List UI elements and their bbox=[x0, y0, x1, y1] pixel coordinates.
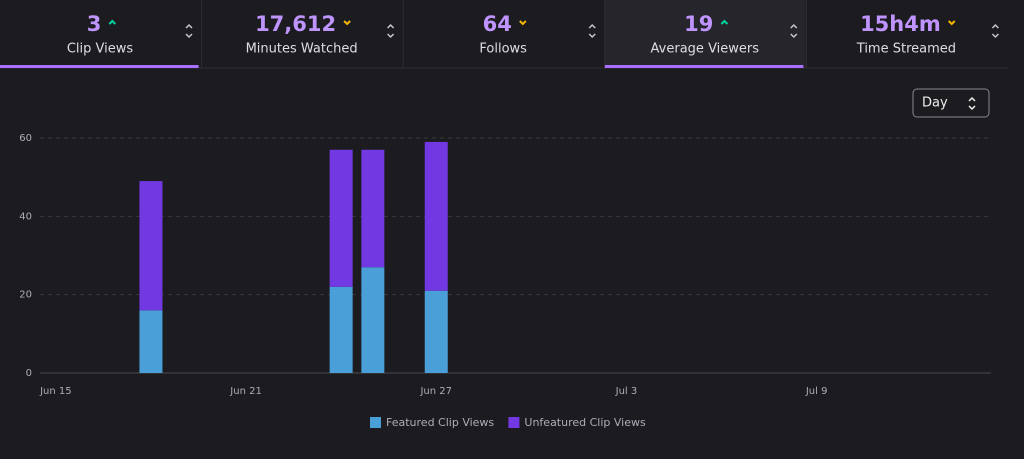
tab[interactable] bbox=[604, 0, 806, 68]
legend-label: Featured Clip Views bbox=[386, 416, 494, 429]
sort-icon bbox=[588, 23, 596, 39]
y-tick-label: 0 bbox=[26, 368, 32, 379]
tab[interactable] bbox=[806, 0, 1007, 68]
legend-swatch bbox=[370, 417, 381, 428]
sort-icon bbox=[387, 23, 395, 39]
trend-icon bbox=[720, 19, 729, 25]
y-tick-label: 60 bbox=[19, 133, 32, 144]
tab-value: 64 bbox=[483, 12, 512, 36]
bar-segment bbox=[139, 310, 163, 373]
y-tick-label: 20 bbox=[19, 290, 32, 301]
tab-underline bbox=[0, 65, 199, 68]
tab-value: 15h4m bbox=[860, 12, 941, 36]
tab-label: Average Viewers bbox=[651, 42, 760, 57]
tab[interactable] bbox=[0, 0, 201, 68]
tab-label: Follows bbox=[479, 42, 527, 57]
legend-label: Unfeatured Clip Views bbox=[524, 416, 646, 429]
y-tick-label: 40 bbox=[19, 211, 32, 222]
bar-segment bbox=[361, 149, 385, 268]
bar-segment bbox=[361, 267, 385, 373]
bar-segment bbox=[424, 290, 448, 373]
x-tick-label: Jun 21 bbox=[229, 386, 262, 397]
tab-label: Minutes Watched bbox=[246, 42, 358, 57]
tab-label: Time Streamed bbox=[856, 42, 956, 57]
sort-icon bbox=[185, 23, 193, 39]
tab-value: 17,612 bbox=[255, 12, 336, 36]
bar-segment bbox=[424, 141, 448, 291]
legend-swatch bbox=[508, 417, 520, 428]
sort-icon bbox=[790, 23, 798, 39]
tab-value: 19 bbox=[684, 12, 713, 36]
trend-icon bbox=[108, 19, 117, 25]
dropdown-icon bbox=[968, 96, 976, 111]
x-tick-label: Jun 27 bbox=[419, 386, 452, 397]
bar-segment bbox=[329, 286, 353, 373]
bar-segment bbox=[139, 181, 163, 311]
tab[interactable] bbox=[403, 0, 604, 68]
dropdown-label: Day bbox=[922, 96, 948, 111]
dropdown[interactable] bbox=[912, 88, 990, 118]
tab-value: 3 bbox=[87, 12, 102, 36]
tab[interactable] bbox=[201, 0, 403, 68]
trend-icon bbox=[948, 20, 956, 26]
sort-icon bbox=[991, 23, 999, 39]
x-tick-label: Jul 9 bbox=[805, 386, 828, 397]
bar-segment bbox=[329, 149, 353, 287]
tab-label: Clip Views bbox=[67, 42, 134, 57]
x-tick-label: Jun 15 bbox=[39, 386, 72, 397]
x-tick-label: Jul 3 bbox=[615, 386, 638, 397]
trend-icon bbox=[519, 20, 527, 26]
tab-underline bbox=[604, 65, 804, 68]
trend-icon bbox=[343, 20, 351, 26]
